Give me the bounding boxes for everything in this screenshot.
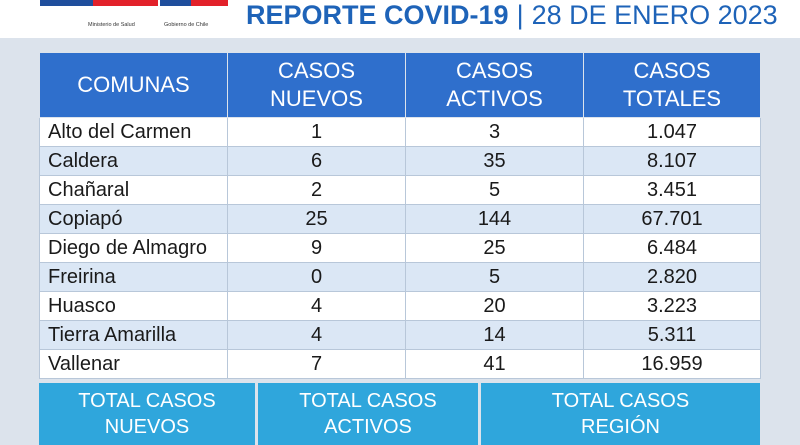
totals-row: TOTAL CASOS NUEVOS TOTAL CASOS ACTIVOS T… (39, 383, 760, 445)
casos-nuevos-cell: 4 (227, 291, 406, 321)
comuna-cell: Copiapó (39, 204, 228, 234)
top-bar: Ministerio de Salud Gobierno de Chile RE… (0, 0, 800, 38)
casos-activos-cell: 144 (405, 204, 584, 234)
comuna-cell: Alto del Carmen (39, 117, 228, 147)
casos-activos-cell: 3 (405, 117, 584, 147)
table-header-row: COMUNAS CASOS NUEVOS CASOS ACTIVOS CASOS TO… (39, 52, 761, 118)
casos-totales-cell: 8.107 (583, 146, 761, 176)
casos-totales-cell: 1.047 (583, 117, 761, 147)
report-title-main: REPORTE COVID-19 (246, 0, 509, 30)
casos-totales-cell: 67.701 (583, 204, 761, 234)
casos-totales-cell: 6.484 (583, 233, 761, 263)
column-header-comunas: COMUNAS (39, 52, 228, 118)
total-casos-nuevos: TOTAL CASOS NUEVOS (39, 383, 255, 445)
casos-nuevos-cell: 1 (227, 117, 406, 147)
table-row: Freirina 0 5 2.820 (39, 262, 761, 292)
gobierno-logo: Gobierno de Chile (160, 0, 228, 32)
comuna-cell: Chañaral (39, 175, 228, 205)
casos-nuevos-cell: 6 (227, 146, 406, 176)
casos-totales-cell: 3.223 (583, 291, 761, 321)
title-separator: | (516, 0, 524, 30)
table-row: Copiapó 25 144 67.701 (39, 204, 761, 234)
ministerio-logo: Ministerio de Salud (40, 0, 158, 32)
casos-activos-cell: 20 (405, 291, 584, 321)
column-header-casos-nuevos: CASOS NUEVOS (227, 52, 406, 118)
column-header-casos-totales: CASOS TOTALES (583, 52, 761, 118)
comuna-cell: Caldera (39, 146, 228, 176)
casos-totales-cell: 16.959 (583, 349, 761, 379)
casos-totales-cell: 3.451 (583, 175, 761, 205)
casos-totales-cell: 5.311 (583, 320, 761, 350)
casos-nuevos-cell: 7 (227, 349, 406, 379)
ministerio-logo-text: Ministerio de Salud (88, 22, 135, 28)
table-row: Tierra Amarilla 4 14 5.311 (39, 320, 761, 350)
comuna-cell: Freirina (39, 262, 228, 292)
total-casos-activos: TOTAL CASOS ACTIVOS (258, 383, 478, 445)
table-row: Huasco 4 20 3.223 (39, 291, 761, 321)
casos-nuevos-cell: 4 (227, 320, 406, 350)
casos-totales-cell: 2.820 (583, 262, 761, 292)
report-title: REPORTE COVID-19 | 28 DE ENERO 2023 (246, 0, 778, 36)
column-header-casos-activos: CASOS ACTIVOS (405, 52, 584, 118)
casos-activos-cell: 5 (405, 175, 584, 205)
casos-nuevos-cell: 25 (227, 204, 406, 234)
total-casos-region: TOTAL CASOS REGIÓN (481, 383, 760, 445)
comuna-cell: Vallenar (39, 349, 228, 379)
casos-activos-cell: 5 (405, 262, 584, 292)
casos-activos-cell: 25 (405, 233, 584, 263)
table-row: Chañaral 2 5 3.451 (39, 175, 761, 205)
total-label-line1: TOTAL CASOS (78, 390, 216, 412)
comuna-cell: Huasco (39, 291, 228, 321)
casos-nuevos-cell: 0 (227, 262, 406, 292)
report-date: 28 DE ENERO 2023 (531, 0, 778, 30)
casos-nuevos-cell: 9 (227, 233, 406, 263)
total-label-line2: NUEVOS (104, 416, 190, 438)
comuna-cell: Tierra Amarilla (39, 320, 228, 350)
table-row: Vallenar 7 41 16.959 (39, 349, 761, 379)
casos-nuevos-cell: 2 (227, 175, 406, 205)
casos-activos-cell: 14 (405, 320, 584, 350)
flag-stripe (160, 0, 228, 6)
covid-report-table: COMUNAS CASOS NUEVOS CASOS ACTIVOS CASOS TO… (39, 52, 761, 379)
casos-activos-cell: 35 (405, 146, 584, 176)
total-label-line1: TOTAL CASOS (551, 390, 690, 412)
table-row: Diego de Almagro 9 25 6.484 (39, 233, 761, 263)
gobierno-logo-text: Gobierno de Chile (164, 22, 209, 28)
comuna-cell: Diego de Almagro (39, 233, 228, 263)
casos-activos-cell: 41 (405, 349, 584, 379)
total-label-line2: ACTIVOS (324, 416, 412, 438)
total-label-line2: REGIÓN (581, 416, 660, 438)
table-row: Caldera 6 35 8.107 (39, 146, 761, 176)
total-label-line1: TOTAL CASOS (299, 390, 437, 412)
flag-stripe (40, 0, 158, 6)
table-row: Alto del Carmen 1 3 1.047 (39, 117, 761, 147)
